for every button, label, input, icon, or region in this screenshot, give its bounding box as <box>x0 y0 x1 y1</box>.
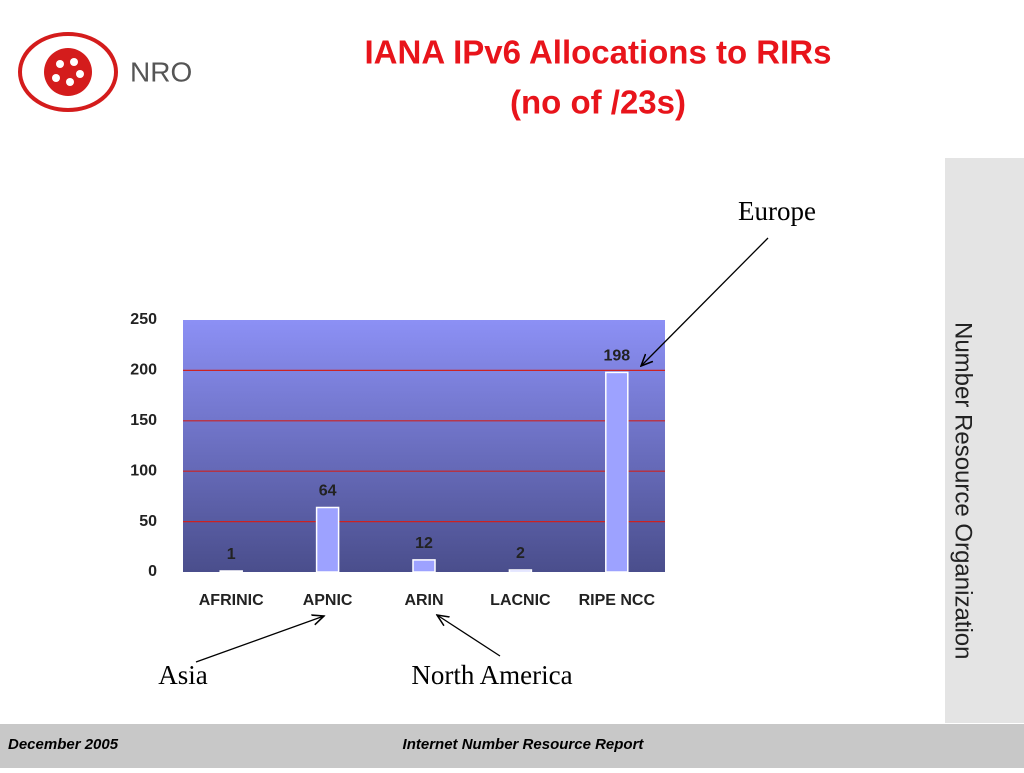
x-tick-label: LACNIC <box>490 592 551 609</box>
annotation: Asia <box>158 660 208 690</box>
bar <box>508 569 533 573</box>
data-label: 1 <box>227 546 236 563</box>
y-tick-label: 50 <box>139 513 157 530</box>
logo-text: NRO <box>130 56 192 87</box>
x-tick-label: RIPE NCC <box>579 592 656 609</box>
logo: NRO <box>18 32 192 112</box>
x-tick-label: AFRINIC <box>199 592 264 609</box>
bar <box>219 570 243 573</box>
x-tick-label: ARIN <box>404 592 443 609</box>
footer-bar <box>0 724 1024 768</box>
arrow <box>641 237 769 366</box>
arrow <box>195 616 324 663</box>
chart-title: IANA IPv6 Allocations to RIRs <box>365 34 832 71</box>
bar <box>412 559 436 573</box>
plot: 0 50 100 150 200 250 AFRINIC 1 APNIC 64 ARIN 12 LACN… <box>130 311 665 609</box>
y-tick-label: 100 <box>130 462 157 479</box>
bar <box>315 506 340 573</box>
footer-report: Internet Number Resource Report <box>403 736 645 753</box>
y-tick-label: 0 <box>148 563 157 580</box>
data-label: 2 <box>516 545 525 562</box>
y-tick-label: 250 <box>130 311 157 328</box>
arrow <box>437 615 501 657</box>
annotation: Europe <box>738 196 816 226</box>
annotation: North America <box>411 660 572 690</box>
data-label: 198 <box>603 348 630 365</box>
data-label: 12 <box>415 535 433 552</box>
data-label: 64 <box>319 483 337 500</box>
y-tick-label: 200 <box>130 362 157 379</box>
footer-date: December 2005 <box>8 736 119 753</box>
side-band <box>945 158 1024 723</box>
chart-subtitle: (no of /23s) <box>510 84 686 121</box>
y-tick-label: 150 <box>130 412 157 429</box>
bar <box>605 371 629 573</box>
plot-area <box>183 320 665 572</box>
x-tick-label: APNIC <box>303 592 353 609</box>
side-text: Number Resource Organization <box>950 322 977 660</box>
